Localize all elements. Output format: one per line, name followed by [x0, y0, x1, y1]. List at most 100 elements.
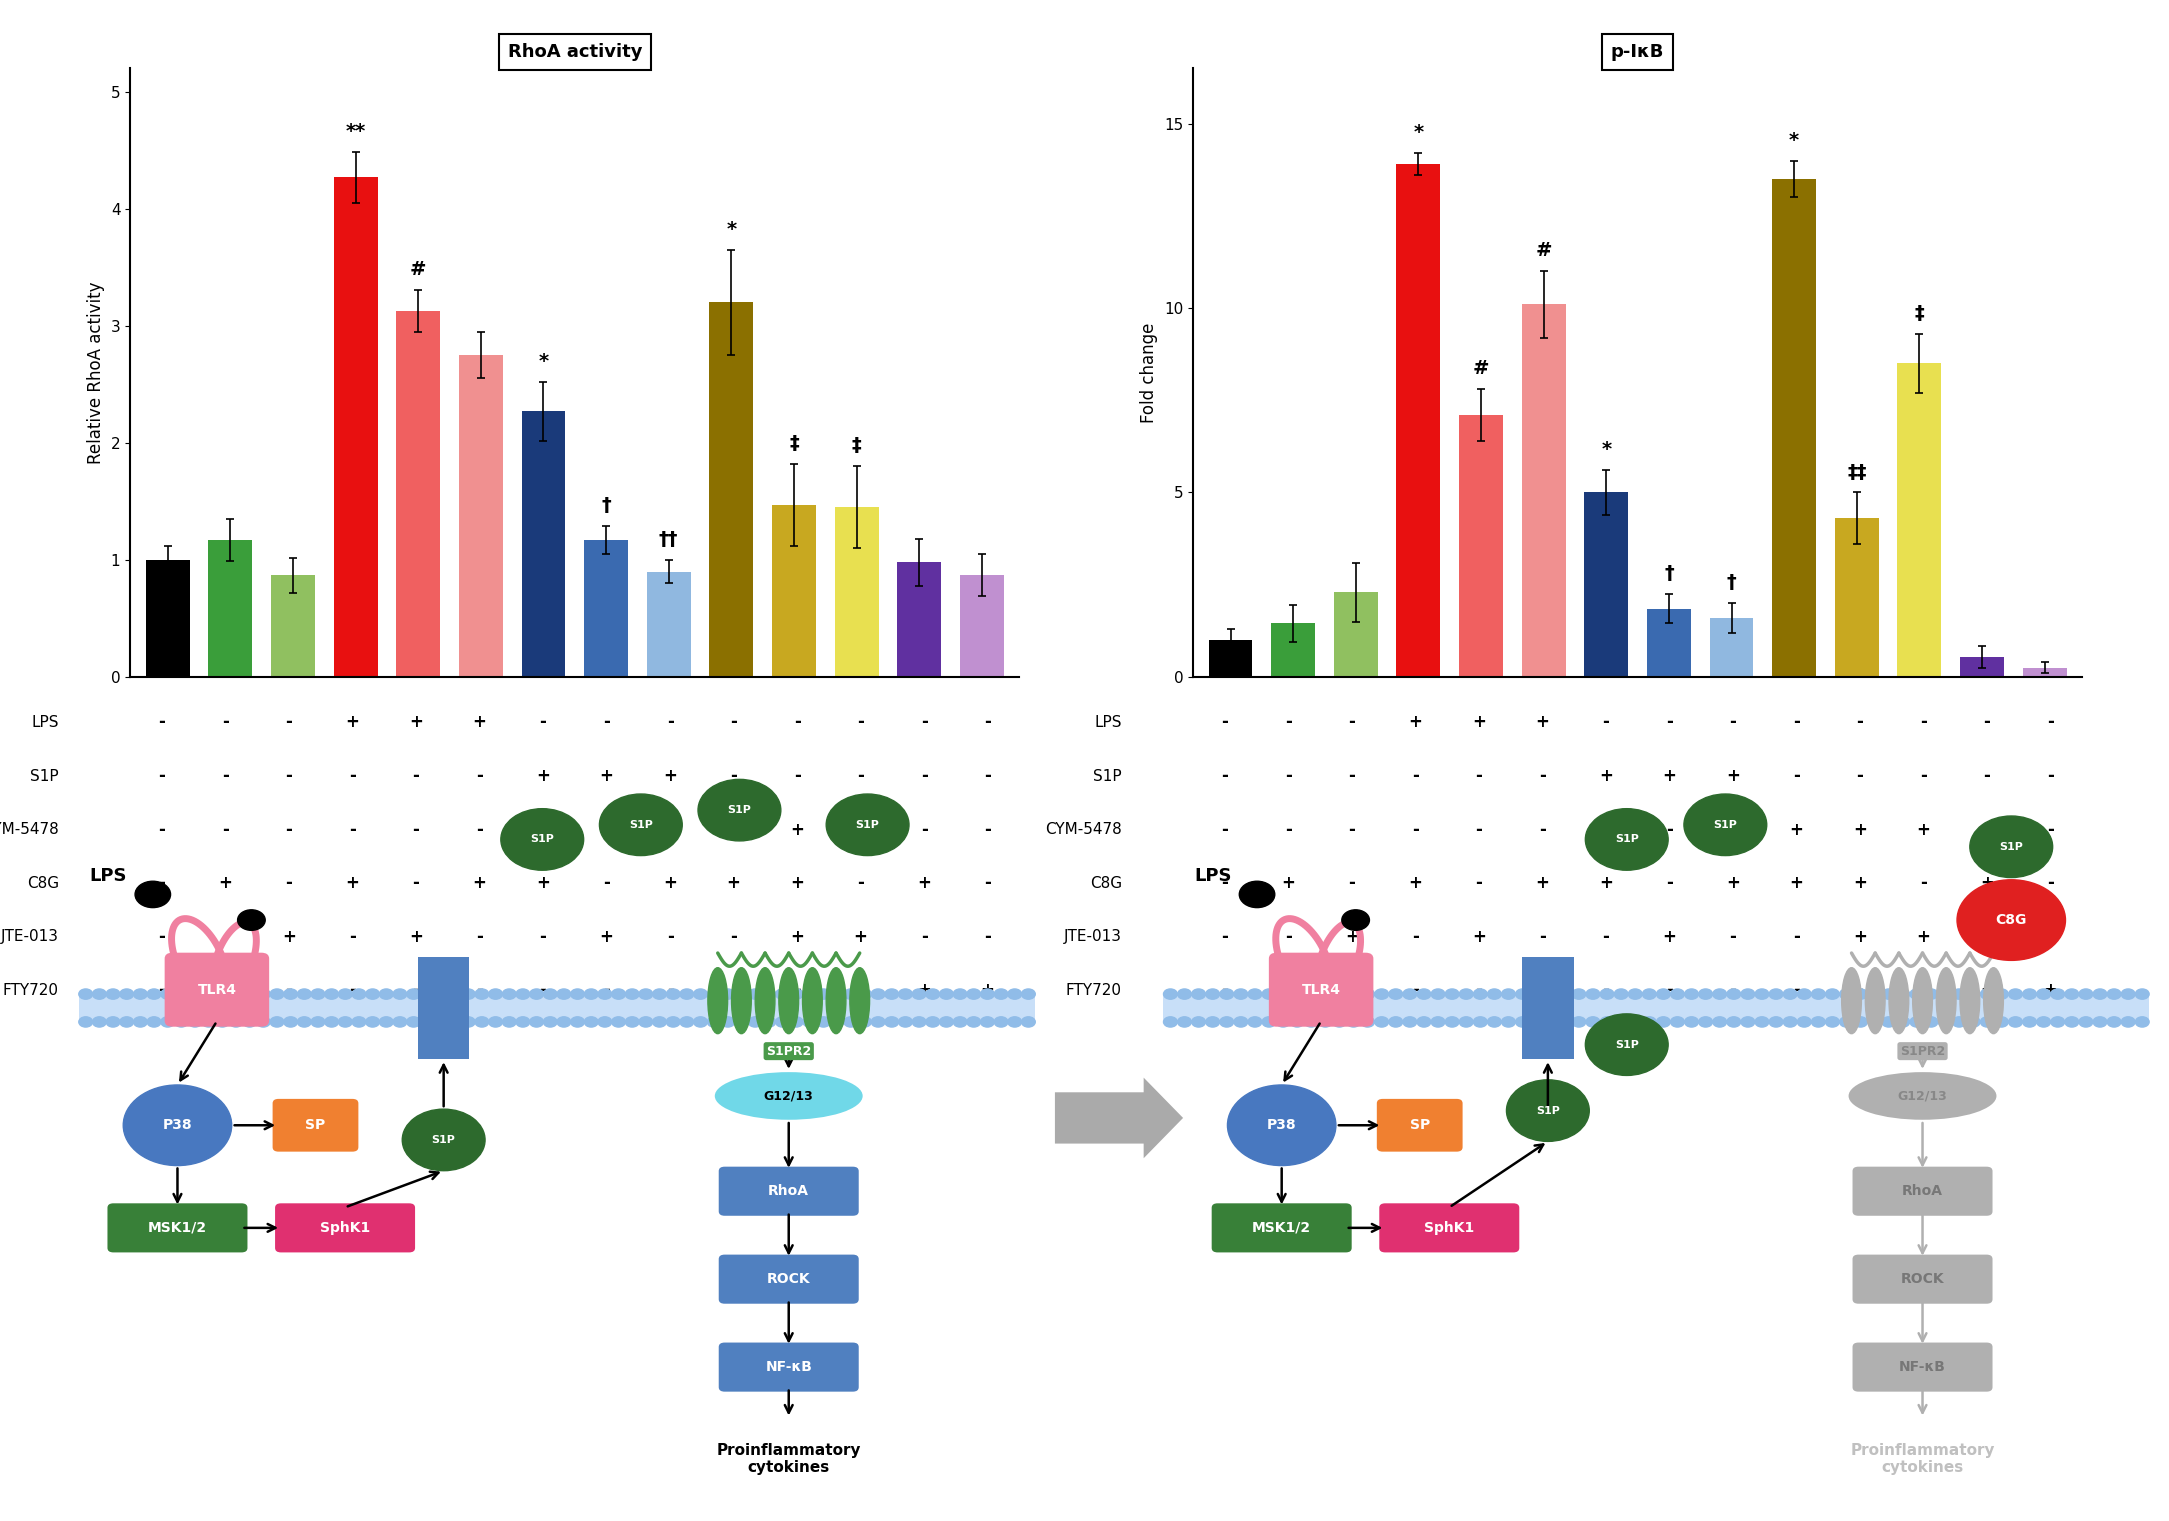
- Circle shape: [2008, 989, 2022, 999]
- Text: -: -: [349, 820, 356, 838]
- Text: +: +: [1661, 767, 1677, 785]
- Circle shape: [1347, 989, 1360, 999]
- Circle shape: [351, 989, 367, 999]
- Circle shape: [1247, 989, 1262, 999]
- Text: LPS: LPS: [1193, 867, 1232, 885]
- Ellipse shape: [803, 967, 822, 1034]
- Circle shape: [488, 1018, 503, 1027]
- Circle shape: [93, 989, 106, 999]
- Text: -: -: [540, 713, 547, 732]
- Circle shape: [570, 1018, 583, 1027]
- Text: ROCK: ROCK: [1900, 1272, 1943, 1287]
- Bar: [1898, 364, 1941, 677]
- Text: -: -: [412, 820, 419, 838]
- Circle shape: [777, 1018, 790, 1027]
- FancyBboxPatch shape: [1852, 1167, 1993, 1215]
- Circle shape: [557, 1018, 570, 1027]
- Circle shape: [202, 989, 215, 999]
- Bar: [334, 178, 377, 677]
- FancyBboxPatch shape: [165, 952, 269, 1027]
- Circle shape: [967, 1018, 980, 1027]
- Circle shape: [401, 1109, 486, 1171]
- Text: -: -: [2048, 820, 2054, 838]
- Text: -: -: [475, 767, 484, 785]
- Text: -: -: [985, 928, 991, 946]
- Circle shape: [1811, 989, 1824, 999]
- Bar: [1835, 519, 1878, 677]
- Text: S1P: S1P: [1614, 1040, 1640, 1049]
- Circle shape: [1742, 989, 1755, 999]
- Circle shape: [1939, 989, 1952, 999]
- Text: -: -: [1729, 928, 1737, 946]
- Circle shape: [980, 989, 993, 999]
- Text: S1P: S1P: [432, 1135, 455, 1145]
- Text: -: -: [1920, 875, 1926, 893]
- Circle shape: [475, 989, 488, 999]
- Text: -: -: [286, 820, 293, 838]
- Circle shape: [1896, 1018, 1909, 1027]
- Text: -: -: [603, 713, 609, 732]
- Circle shape: [1685, 989, 1698, 999]
- FancyBboxPatch shape: [108, 1203, 247, 1252]
- Circle shape: [748, 989, 761, 999]
- Text: LPS: LPS: [1095, 715, 1121, 730]
- Circle shape: [351, 1018, 367, 1027]
- Text: -: -: [603, 981, 609, 999]
- Text: TLR4: TLR4: [1301, 983, 1340, 996]
- Text: -: -: [1349, 981, 1356, 999]
- Text: -: -: [1603, 928, 1609, 946]
- Circle shape: [380, 1018, 393, 1027]
- Text: -: -: [286, 981, 293, 999]
- FancyBboxPatch shape: [718, 1167, 859, 1215]
- Circle shape: [215, 989, 230, 999]
- FancyBboxPatch shape: [419, 957, 469, 1059]
- Circle shape: [1896, 989, 1909, 999]
- Text: *: *: [1789, 131, 1800, 149]
- Ellipse shape: [826, 967, 846, 1034]
- Circle shape: [898, 989, 913, 999]
- Circle shape: [707, 989, 720, 999]
- Circle shape: [2134, 989, 2149, 999]
- Circle shape: [1206, 1018, 1219, 1027]
- Circle shape: [434, 989, 447, 999]
- Circle shape: [1685, 1018, 1698, 1027]
- Circle shape: [1178, 989, 1191, 999]
- Text: †: †: [1664, 564, 1674, 583]
- Circle shape: [707, 1018, 720, 1027]
- Text: +: +: [345, 875, 360, 893]
- FancyBboxPatch shape: [1269, 952, 1373, 1027]
- Circle shape: [421, 1018, 434, 1027]
- Circle shape: [310, 1018, 325, 1027]
- Text: -: -: [1666, 981, 1672, 999]
- Bar: [1208, 640, 1252, 677]
- Circle shape: [1375, 989, 1388, 999]
- Text: -: -: [666, 713, 675, 732]
- Circle shape: [1755, 989, 1770, 999]
- Circle shape: [503, 1018, 516, 1027]
- Text: -: -: [794, 767, 800, 785]
- Text: -: -: [1284, 820, 1293, 838]
- Circle shape: [1952, 989, 1965, 999]
- FancyBboxPatch shape: [275, 1203, 414, 1252]
- Circle shape: [367, 989, 380, 999]
- Circle shape: [2080, 989, 2093, 999]
- Circle shape: [1343, 910, 1369, 931]
- Text: -: -: [857, 875, 863, 893]
- Circle shape: [926, 989, 939, 999]
- Bar: [1709, 618, 1753, 677]
- Circle shape: [1473, 1018, 1488, 1027]
- Circle shape: [939, 1018, 954, 1027]
- Circle shape: [106, 1018, 119, 1027]
- Text: ROCK: ROCK: [768, 1272, 811, 1287]
- Text: -: -: [412, 875, 419, 893]
- Text: -: -: [221, 820, 230, 838]
- Circle shape: [1911, 1018, 1924, 1027]
- Text: LPS: LPS: [33, 715, 59, 730]
- Text: -: -: [920, 713, 928, 732]
- Circle shape: [1642, 989, 1657, 999]
- Circle shape: [885, 989, 898, 999]
- Circle shape: [666, 989, 681, 999]
- Circle shape: [1783, 989, 1798, 999]
- Circle shape: [1460, 1018, 1473, 1027]
- Circle shape: [243, 989, 256, 999]
